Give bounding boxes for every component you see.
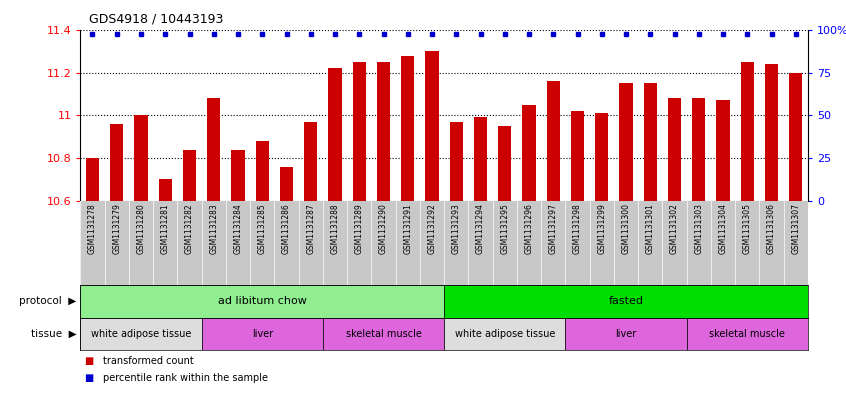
Text: GSM1131284: GSM1131284: [233, 203, 243, 254]
Bar: [280, 167, 294, 201]
Text: GSM1131288: GSM1131288: [331, 203, 339, 254]
Text: transformed count: transformed count: [103, 356, 194, 366]
Bar: [765, 64, 778, 201]
Text: GSM1131290: GSM1131290: [379, 203, 388, 254]
Bar: [80, 318, 201, 350]
Text: GSM1131287: GSM1131287: [306, 203, 316, 254]
Text: liver: liver: [251, 329, 273, 339]
Bar: [789, 73, 803, 201]
Bar: [619, 83, 633, 201]
Bar: [498, 126, 512, 201]
Text: GSM1131285: GSM1131285: [258, 203, 266, 254]
Text: GSM1131302: GSM1131302: [670, 203, 679, 254]
Bar: [444, 285, 808, 318]
Text: GSM1131289: GSM1131289: [354, 203, 364, 254]
Text: GSM1131303: GSM1131303: [695, 203, 703, 254]
Text: tissue  ▶: tissue ▶: [30, 329, 76, 339]
Text: GSM1131306: GSM1131306: [767, 203, 776, 254]
Bar: [304, 122, 317, 201]
Text: ad libitum chow: ad libitum chow: [217, 296, 307, 307]
Text: GSM1131300: GSM1131300: [622, 203, 630, 254]
Bar: [323, 318, 444, 350]
Bar: [255, 141, 269, 201]
Bar: [85, 158, 99, 201]
Text: percentile rank within the sample: percentile rank within the sample: [103, 373, 268, 383]
Text: GSM1131304: GSM1131304: [718, 203, 728, 254]
Text: GSM1131282: GSM1131282: [185, 203, 194, 254]
Text: fasted: fasted: [608, 296, 644, 307]
Text: GSM1131301: GSM1131301: [645, 203, 655, 254]
Bar: [547, 81, 560, 201]
Bar: [449, 122, 463, 201]
Bar: [158, 180, 172, 201]
Bar: [522, 105, 536, 201]
Bar: [571, 111, 585, 201]
Text: GSM1131280: GSM1131280: [136, 203, 146, 254]
Bar: [376, 62, 390, 201]
Bar: [201, 318, 323, 350]
Text: ■: ■: [85, 356, 94, 366]
Bar: [353, 62, 366, 201]
Text: GSM1131286: GSM1131286: [282, 203, 291, 254]
Bar: [183, 149, 196, 201]
Bar: [207, 98, 221, 201]
Bar: [474, 118, 487, 201]
Text: skeletal muscle: skeletal muscle: [709, 329, 785, 339]
Text: protocol  ▶: protocol ▶: [19, 296, 76, 307]
Bar: [401, 55, 415, 201]
Bar: [135, 115, 148, 201]
Bar: [110, 124, 124, 201]
Text: white adipose tissue: white adipose tissue: [454, 329, 555, 339]
Bar: [740, 62, 754, 201]
Bar: [692, 98, 706, 201]
Text: GSM1131305: GSM1131305: [743, 203, 752, 254]
Bar: [328, 68, 342, 201]
Text: skeletal muscle: skeletal muscle: [345, 329, 421, 339]
Text: GSM1131296: GSM1131296: [525, 203, 534, 254]
Bar: [231, 149, 244, 201]
Bar: [644, 83, 657, 201]
Text: GSM1131298: GSM1131298: [573, 203, 582, 254]
Text: GSM1131278: GSM1131278: [88, 203, 97, 254]
Bar: [595, 113, 608, 201]
Text: GSM1131291: GSM1131291: [404, 203, 412, 254]
Text: GSM1131293: GSM1131293: [452, 203, 461, 254]
Bar: [444, 318, 565, 350]
Text: GSM1131299: GSM1131299: [597, 203, 607, 254]
Text: liver: liver: [615, 329, 637, 339]
Text: GSM1131281: GSM1131281: [161, 203, 170, 254]
Text: GSM1131292: GSM1131292: [427, 203, 437, 254]
Text: GSM1131294: GSM1131294: [476, 203, 485, 254]
Text: GSM1131283: GSM1131283: [209, 203, 218, 254]
Bar: [667, 98, 681, 201]
Bar: [717, 100, 730, 201]
Text: GSM1131279: GSM1131279: [113, 203, 121, 254]
Text: white adipose tissue: white adipose tissue: [91, 329, 191, 339]
Text: GDS4918 / 10443193: GDS4918 / 10443193: [89, 13, 223, 26]
Text: GSM1131297: GSM1131297: [549, 203, 558, 254]
Text: GSM1131307: GSM1131307: [791, 203, 800, 254]
Text: ■: ■: [85, 373, 94, 383]
Text: GSM1131295: GSM1131295: [500, 203, 509, 254]
Bar: [426, 51, 439, 201]
Bar: [80, 285, 444, 318]
Bar: [565, 318, 687, 350]
Bar: [687, 318, 808, 350]
